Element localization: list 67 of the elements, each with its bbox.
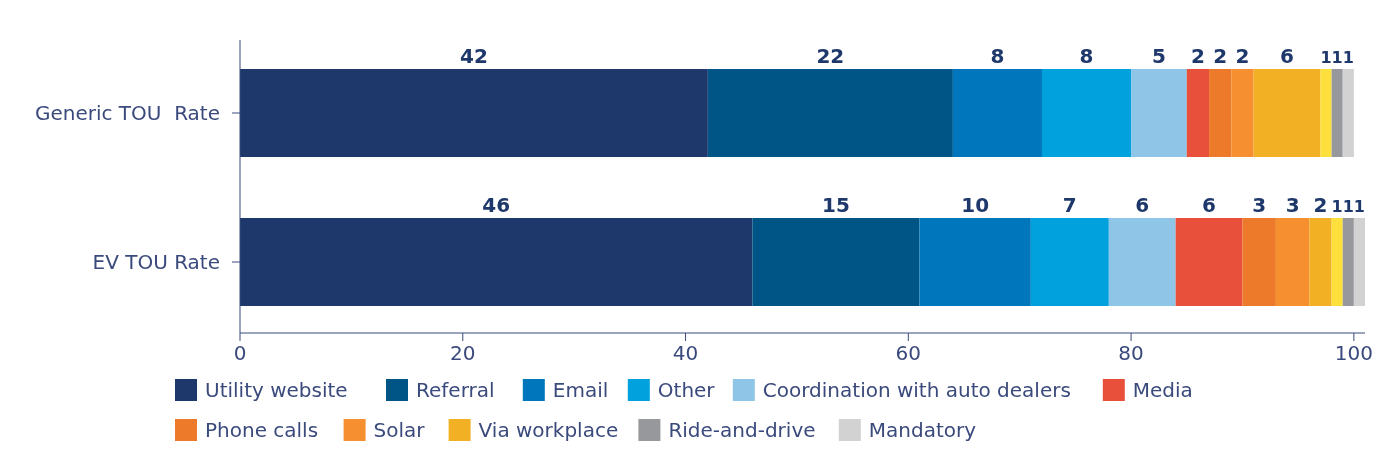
legend-label: Media <box>1132 378 1193 402</box>
y-tick-label: Generic TOU Rate <box>34 101 220 125</box>
data-label: 8 <box>1079 44 1094 68</box>
data-label: 1 <box>1331 197 1343 216</box>
bar <box>752 218 920 306</box>
bar <box>1186 69 1210 157</box>
data-label: 46 <box>482 193 511 217</box>
bar <box>1275 218 1310 306</box>
bar <box>952 69 1042 157</box>
bar <box>1342 218 1354 306</box>
data-label: 6 <box>1135 193 1150 217</box>
bar <box>1041 69 1132 157</box>
bar <box>919 218 1031 306</box>
data-label: 6 <box>1202 193 1217 217</box>
bar <box>1231 69 1254 157</box>
bar <box>1253 69 1321 157</box>
bar <box>1320 69 1332 157</box>
data-label: 3 <box>1285 193 1300 217</box>
bar <box>1331 218 1343 306</box>
x-tick-label: 60 <box>895 341 922 365</box>
x-tick-label: 0 <box>233 341 247 365</box>
x-tick-label: 80 <box>1118 341 1144 365</box>
bar <box>240 69 708 157</box>
legend-label: Other <box>657 378 716 402</box>
data-label: 8 <box>990 44 1005 68</box>
data-label: 1 <box>1342 197 1354 216</box>
legend-label: Mandatory <box>868 418 977 442</box>
bar <box>1108 218 1176 306</box>
bar <box>1353 218 1365 306</box>
data-label: 1 <box>1353 197 1365 216</box>
legend-label: Coordination with auto dealers <box>762 378 1071 402</box>
data-label: 1 <box>1320 48 1332 67</box>
data-label: 15 <box>821 193 850 217</box>
legend-label: Phone calls <box>205 418 319 442</box>
data-label: 1 <box>1342 48 1354 67</box>
data-label: 1 <box>1331 48 1343 67</box>
bar <box>1131 69 1187 157</box>
data-label: 6 <box>1280 44 1294 68</box>
bar <box>1309 218 1332 306</box>
data-label: 2 <box>1213 44 1228 68</box>
bar <box>707 69 953 157</box>
data-label: 2 <box>1235 44 1250 68</box>
bar <box>1342 69 1354 157</box>
x-tick-label: 20 <box>450 341 476 365</box>
x-tick-label: 40 <box>672 341 699 365</box>
legend-label: Solar <box>373 418 426 442</box>
bar <box>1175 218 1243 306</box>
data-label: 10 <box>961 193 990 217</box>
legend-label: Ride-and-drive <box>668 418 816 442</box>
data-label: 42 <box>459 44 488 68</box>
data-label: 7 <box>1062 193 1077 217</box>
legend-label: Via workplace <box>478 418 619 442</box>
bar <box>1242 218 1276 306</box>
legend-label: Referral <box>416 378 495 402</box>
legend-label: Email <box>552 378 609 402</box>
y-tick-label: EV TOU Rate <box>92 250 220 274</box>
data-label: 2 <box>1190 44 1205 68</box>
data-label: 2 <box>1313 193 1328 217</box>
legend-label: Utility website <box>205 378 348 402</box>
bar <box>1030 218 1109 306</box>
bar <box>1209 69 1232 157</box>
x-tick-label: 100 <box>1334 341 1373 365</box>
data-label: 5 <box>1151 44 1166 68</box>
data-label: 22 <box>816 44 845 68</box>
data-label: 3 <box>1252 193 1267 217</box>
bar <box>1331 69 1343 157</box>
bar <box>240 218 753 306</box>
